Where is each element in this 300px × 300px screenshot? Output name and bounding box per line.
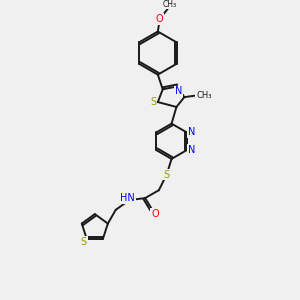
Text: N: N [175, 86, 182, 96]
Text: CH₃: CH₃ [196, 91, 212, 100]
Text: N: N [188, 128, 195, 137]
Text: S: S [150, 97, 156, 107]
Text: HN: HN [120, 193, 135, 203]
Text: CH₃: CH₃ [163, 0, 177, 9]
Text: O: O [151, 209, 159, 219]
Text: O: O [156, 14, 164, 24]
Text: N: N [188, 145, 195, 155]
Text: S: S [164, 169, 170, 180]
Text: S: S [81, 237, 87, 247]
